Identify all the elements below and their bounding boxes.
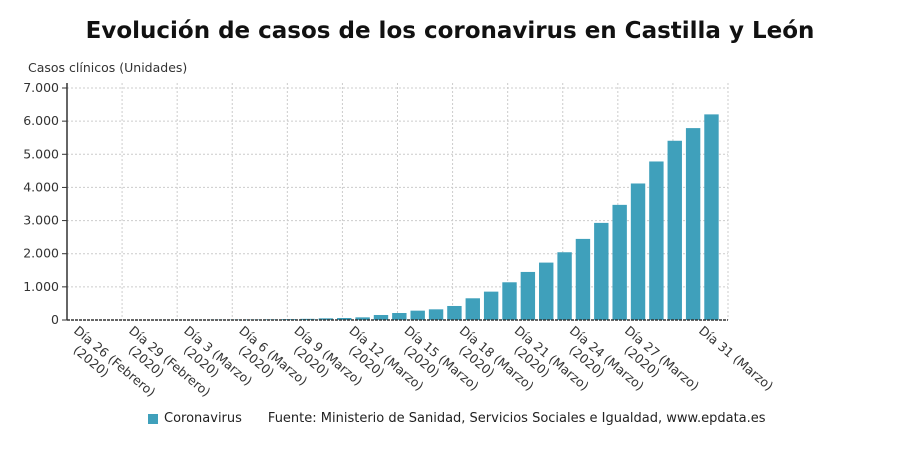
bar	[318, 318, 334, 320]
bar	[502, 282, 517, 320]
y-axis-label: Casos clínicos (Unidades)	[28, 60, 188, 75]
bar	[355, 317, 370, 320]
y-tick-label: 6.000	[23, 113, 59, 128]
bar	[667, 140, 682, 320]
bar	[483, 291, 499, 320]
legend-label: Coronavirus	[164, 411, 242, 426]
bar	[704, 114, 719, 320]
x-tick-label-line: Día 31 (Marzo)	[696, 323, 776, 394]
bar	[447, 305, 462, 320]
source-note: Fuente: Ministerio de Sanidad, Servicios…	[267, 411, 766, 426]
bar	[428, 309, 444, 320]
bar	[685, 128, 701, 320]
bar	[392, 313, 407, 320]
bar	[630, 183, 646, 320]
y-tick-label: 1.000	[23, 279, 59, 294]
bar	[539, 262, 554, 320]
x-tick-label: Día 31 (Marzo)	[696, 323, 776, 394]
y-tick-label: 3.000	[23, 213, 59, 228]
bar	[520, 271, 536, 320]
y-tick-label: 7.000	[23, 80, 59, 95]
y-tick-label: 4.000	[23, 179, 59, 194]
y-tick-label: 5.000	[23, 146, 59, 161]
y-tick-label: 0	[51, 312, 59, 327]
bar	[575, 238, 591, 320]
legend-swatch	[148, 413, 158, 424]
bar	[465, 298, 480, 320]
bar	[649, 161, 664, 320]
bar	[263, 319, 279, 320]
bar	[612, 204, 627, 320]
y-tick-label: 2.000	[23, 246, 59, 261]
chart-title: Evolución de casos de los coronavirus en…	[85, 18, 815, 44]
bar	[557, 252, 572, 320]
legend: Coronavirus Fuente: Ministerio de Sanida…	[148, 411, 766, 426]
bar	[594, 222, 609, 320]
bar	[410, 310, 425, 320]
bar	[373, 314, 389, 320]
bar	[337, 318, 352, 320]
